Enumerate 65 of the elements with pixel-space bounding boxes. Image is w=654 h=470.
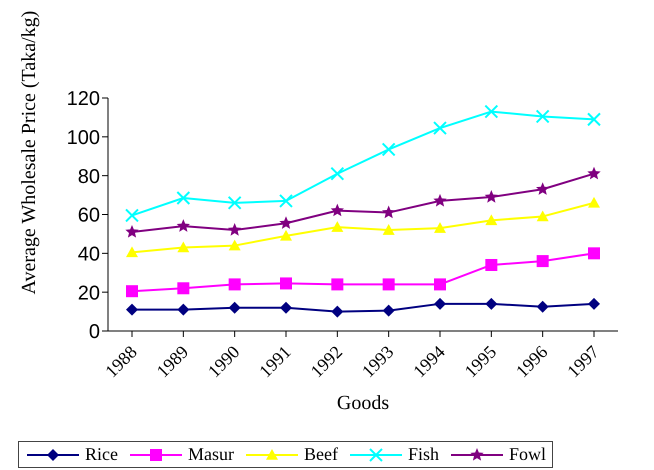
point <box>588 247 600 260</box>
point <box>382 278 395 290</box>
point <box>126 304 138 316</box>
point <box>228 240 241 250</box>
point <box>228 302 241 314</box>
y-tick-label: 80 <box>78 166 100 188</box>
point <box>485 214 498 226</box>
point <box>177 242 190 252</box>
point <box>177 282 190 294</box>
point <box>587 166 601 180</box>
point <box>176 219 190 232</box>
legend-label: Rice <box>84 444 118 465</box>
y-tick-label: 60 <box>78 204 100 227</box>
legend-label: Fowl <box>508 444 546 465</box>
point <box>331 221 344 232</box>
y-tick-label: 20 <box>78 282 100 304</box>
point <box>485 298 498 310</box>
point <box>330 204 344 216</box>
x-axis-title: Goods <box>336 392 390 414</box>
point <box>176 190 190 205</box>
point <box>177 304 190 316</box>
point <box>536 300 549 313</box>
legend-label: Masur <box>187 444 234 465</box>
point <box>434 298 446 310</box>
point <box>485 258 498 271</box>
point <box>588 196 600 208</box>
point <box>279 216 293 229</box>
point <box>536 109 550 124</box>
point <box>228 278 241 290</box>
point <box>280 277 292 290</box>
point <box>382 224 395 235</box>
point <box>536 182 550 195</box>
legend-label: Beef <box>303 444 338 465</box>
point <box>125 208 139 222</box>
point <box>126 246 138 258</box>
point <box>536 255 549 268</box>
y-tick-label: 0 <box>88 321 100 344</box>
point <box>433 121 447 136</box>
point <box>228 223 242 236</box>
point <box>280 302 292 314</box>
point <box>126 285 138 298</box>
point <box>279 194 293 208</box>
point <box>331 278 344 290</box>
point <box>484 190 498 203</box>
point <box>434 222 446 233</box>
point <box>125 224 139 238</box>
point <box>433 194 447 207</box>
point <box>484 104 498 119</box>
point <box>382 142 396 156</box>
point <box>331 306 344 318</box>
point <box>587 112 601 126</box>
y-axis-title: Average Wholesale Price (Taka/kg) <box>18 10 40 294</box>
legend-label: Fish <box>406 444 440 465</box>
point <box>330 166 344 181</box>
point <box>434 278 446 290</box>
point <box>536 210 549 222</box>
y-tick-label: 40 <box>78 243 100 266</box>
x-tick-label: 1991 <box>255 342 295 382</box>
point <box>588 298 600 310</box>
point <box>280 230 292 241</box>
point <box>382 304 395 317</box>
y-tick-label: 100 <box>66 126 100 149</box>
point <box>382 206 396 218</box>
point <box>228 196 242 210</box>
y-tick-label: 120 <box>66 88 100 110</box>
